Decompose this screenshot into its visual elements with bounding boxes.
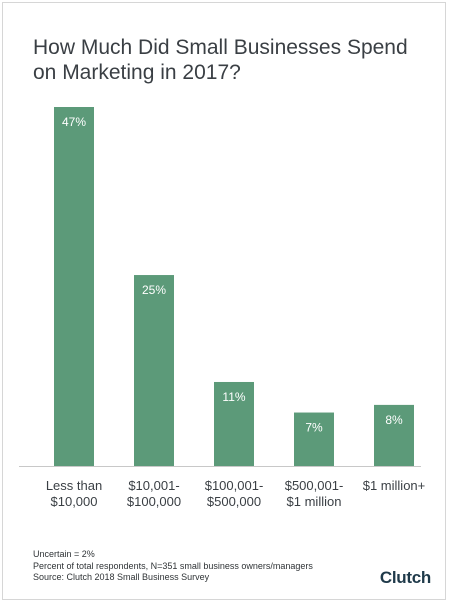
category-label-3-line-0: $500,001- [285, 478, 344, 493]
category-label-4-line-0: $1 million+ [363, 478, 426, 493]
logo-text: Clutch [379, 568, 431, 587]
bar-4 [374, 404, 414, 466]
bar-2 [214, 381, 254, 466]
category-label-1-line-1: $100,000 [127, 494, 181, 509]
category-label-1-line-0: $10,001- [128, 478, 179, 493]
bar-value-label-4: 8% [385, 413, 403, 427]
chart-title: How Much Did Small Businesses Spend on M… [33, 35, 433, 85]
uncertain-note: Uncertain = 2% [33, 549, 95, 559]
bar-chart: 47% Less than$10,000 25% $10,001-$100,000 11… [19, 107, 426, 509]
bar-1 [134, 275, 174, 466]
bar-value-label-0: 47% [62, 115, 86, 129]
chart-footer: Uncertain = 2% Percent of total responde… [33, 549, 313, 584]
category-label-2-line-0: $100,001- [205, 478, 264, 493]
chart-card: How Much Did Small Businesses Spend on M… [2, 2, 446, 600]
bar-value-label-2: 11% [222, 390, 245, 404]
clutch-logo: Clutch [380, 568, 431, 588]
bar-value-label-3: 7% [305, 421, 323, 435]
source-note: Source: Clutch 2018 Small Business Surve… [33, 572, 210, 582]
bar-value-label-1: 25% [142, 283, 166, 297]
bar-0 [54, 107, 94, 466]
chart-title-line-2: on Marketing in 2017? [33, 61, 241, 84]
category-label-0-line-0: Less than [46, 478, 102, 493]
chart-title-line-1: How Much Did Small Businesses Spend [33, 36, 408, 59]
bar-3 [294, 412, 334, 466]
respondents-note: Percent of total respondents, N=351 smal… [33, 560, 313, 571]
category-label-2-line-1: $500,000 [207, 494, 261, 509]
category-label-3-line-1: $1 million [287, 494, 342, 509]
category-label-0-line-1: $10,000 [51, 494, 98, 509]
